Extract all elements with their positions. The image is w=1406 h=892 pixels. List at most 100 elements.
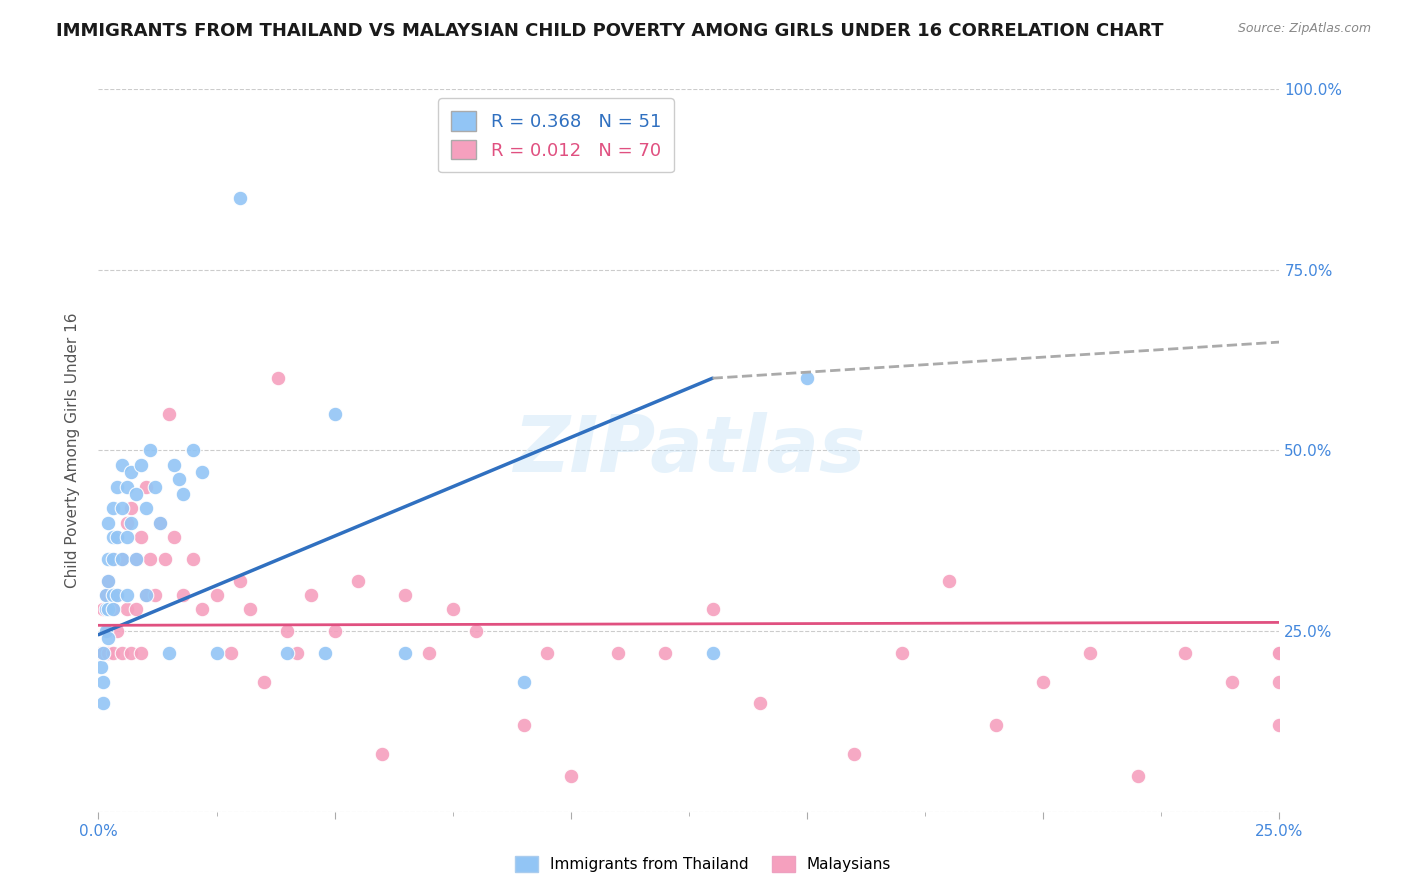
Point (90, 660, 112, 674)
Point (149, 516, 172, 530)
Point (105, 624, 128, 639)
Point (121, 646, 143, 660)
Text: IMMIGRANTS FROM THAILAND VS MALAYSIAN CHILD POVERTY AMONG GIRLS UNDER 16 CORRELA: IMMIGRANTS FROM THAILAND VS MALAYSIAN CH… (56, 22, 1164, 40)
Point (101, 501, 124, 516)
Point (191, 465, 214, 479)
Point (465, 624, 488, 639)
Point (219, 646, 242, 660)
Point (97, 602, 120, 616)
Point (1220, 674, 1243, 689)
Point (172, 588, 194, 602)
Point (101, 588, 124, 602)
Point (748, 696, 770, 710)
Point (115, 588, 138, 602)
Point (125, 487, 148, 501)
Point (285, 646, 308, 660)
Point (702, 602, 724, 616)
Point (135, 588, 157, 602)
Point (97, 574, 120, 588)
Point (149, 516, 172, 530)
Point (1032, 674, 1054, 689)
Point (560, 769, 582, 783)
Legend: R = 0.368   N = 51, R = 0.012   N = 70: R = 0.368 N = 51, R = 0.012 N = 70 (439, 98, 673, 172)
Point (157, 646, 180, 660)
Point (1126, 769, 1149, 783)
Point (91, 646, 114, 660)
Point (394, 646, 416, 660)
Y-axis label: Child Poverty Among Girls Under 16: Child Poverty Among Girls Under 16 (65, 313, 80, 588)
Point (91, 674, 114, 689)
Point (129, 646, 152, 660)
Point (91, 602, 114, 616)
Point (97, 624, 120, 639)
Point (101, 602, 124, 616)
Point (536, 646, 558, 660)
Point (94, 588, 117, 602)
Point (101, 602, 124, 616)
Point (205, 646, 228, 660)
Point (181, 443, 204, 458)
Point (105, 480, 128, 494)
Point (143, 480, 166, 494)
Point (90, 646, 112, 660)
Point (938, 574, 960, 588)
Point (314, 646, 336, 660)
Point (115, 516, 138, 530)
Point (105, 530, 128, 544)
Point (135, 501, 157, 516)
Legend: Immigrants from Thailand, Malaysians: Immigrants from Thailand, Malaysians (508, 848, 898, 880)
Point (97, 574, 120, 588)
Point (1268, 674, 1291, 689)
Point (105, 530, 128, 544)
Point (984, 718, 1007, 732)
Point (191, 602, 214, 616)
Text: ZIPatlas: ZIPatlas (513, 412, 865, 489)
Point (111, 646, 134, 660)
Point (125, 551, 148, 566)
Point (299, 588, 322, 602)
Point (157, 407, 180, 421)
Point (607, 646, 630, 660)
Point (101, 551, 124, 566)
Point (129, 458, 152, 472)
Point (94, 602, 117, 616)
Point (115, 480, 138, 494)
Point (394, 588, 416, 602)
Point (91, 646, 114, 660)
Point (121, 465, 143, 479)
Point (111, 551, 134, 566)
Point (276, 624, 298, 639)
Point (844, 747, 866, 761)
Point (1268, 646, 1291, 660)
Point (418, 646, 440, 660)
Point (347, 574, 370, 588)
Point (101, 530, 124, 544)
Point (796, 371, 818, 385)
Point (94, 588, 117, 602)
Point (97, 551, 120, 566)
Point (91, 696, 114, 710)
Point (267, 371, 290, 385)
Point (125, 602, 148, 616)
Point (97, 646, 120, 660)
Point (115, 530, 138, 544)
Point (512, 674, 534, 689)
Point (163, 530, 186, 544)
Point (111, 501, 134, 516)
Point (512, 718, 534, 732)
Point (101, 551, 124, 566)
Point (121, 516, 143, 530)
Point (229, 574, 252, 588)
Point (135, 588, 157, 602)
Point (111, 458, 134, 472)
Point (111, 551, 134, 566)
Point (890, 646, 912, 660)
Point (153, 551, 176, 566)
Point (172, 487, 194, 501)
Point (163, 458, 186, 472)
Point (125, 551, 148, 566)
Point (139, 443, 162, 458)
Point (1080, 646, 1102, 660)
Point (105, 588, 128, 602)
Point (143, 588, 166, 602)
